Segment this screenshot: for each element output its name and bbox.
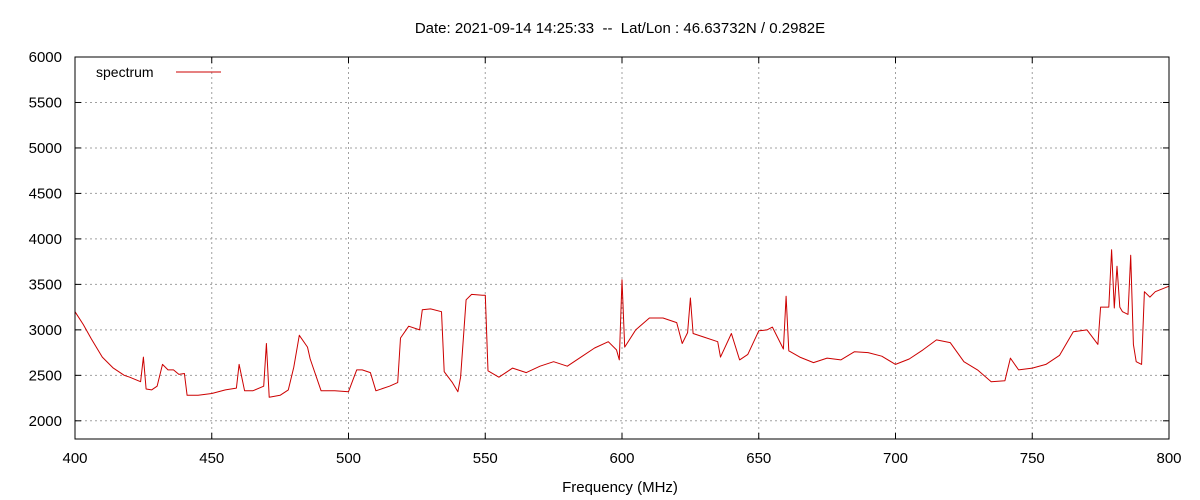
series-layer: [74, 249, 1170, 398]
x-axis-label: Frequency (MHz): [562, 479, 678, 496]
y-tick-label: 3500: [29, 276, 62, 293]
x-tick-label: 500: [336, 450, 361, 467]
y-tick-label: 5000: [29, 140, 62, 157]
plot-frame: [74, 56, 1170, 440]
x-tick-label: 700: [883, 450, 908, 467]
y-tick-label: 3000: [29, 322, 62, 339]
x-tick-label: 550: [473, 450, 498, 467]
x-tick-label: 450: [199, 450, 224, 467]
x-tick-label: 600: [609, 450, 634, 467]
x-tick-label: 650: [746, 450, 771, 467]
y-tick-label: 5500: [29, 94, 62, 111]
y-tick-label: 2500: [29, 367, 62, 384]
y-tick-label: 2000: [29, 413, 62, 430]
series-line-spectrum: [74, 249, 1170, 398]
y-tick-label: 6000: [29, 49, 62, 66]
x-tick-label: 800: [1156, 450, 1181, 467]
legend: spectrum: [96, 64, 221, 80]
y-tick-label: 4000: [29, 231, 62, 248]
y-axis-ticks: 2000 2500 3000 3500 4000 4500 5000 5500 6000: [29, 49, 1169, 430]
x-tick-label: 400: [62, 450, 87, 467]
x-tick-label: 750: [1020, 450, 1045, 467]
y-tick-label: 4500: [29, 185, 62, 202]
x-axis-ticks: 400 450 500 550 600 650 700 750 800: [62, 57, 1182, 467]
legend-label-spectrum: spectrum: [96, 64, 154, 80]
chart-title: Date: 2021-09-14 14:25:33 -- Lat/Lon : 4…: [415, 20, 825, 37]
grid: [75, 57, 1169, 439]
